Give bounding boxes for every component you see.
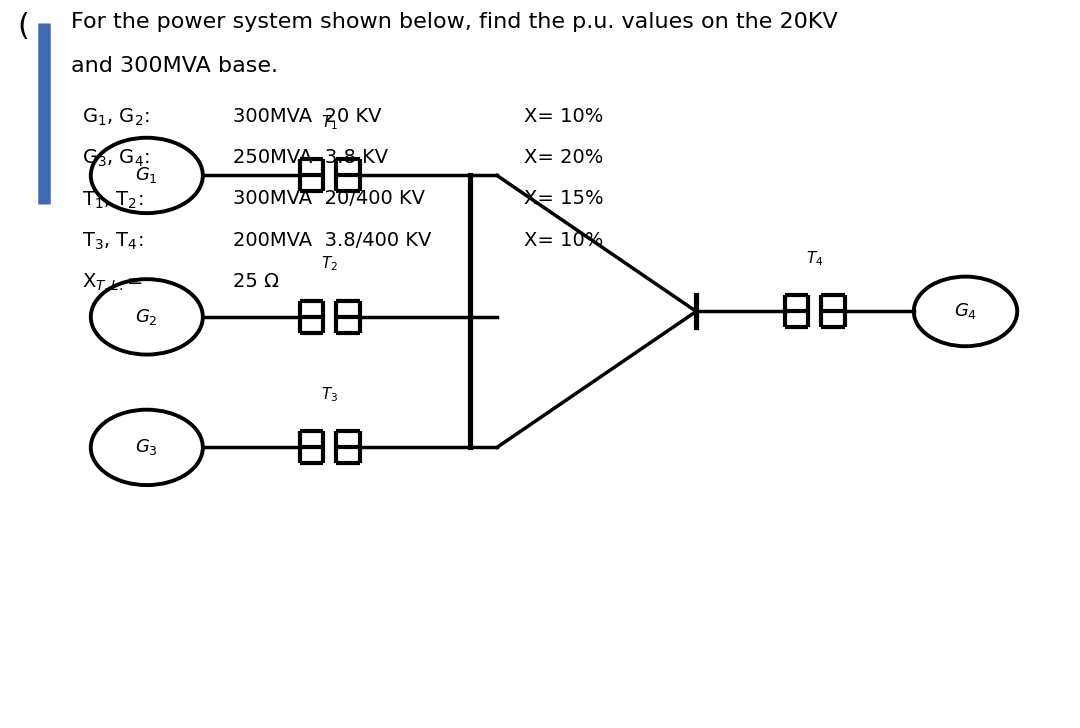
Text: and 300MVA base.: and 300MVA base.: [71, 56, 279, 76]
Text: 250MVA  3.8 KV: 250MVA 3.8 KV: [233, 148, 388, 167]
Text: $T_4$: $T_4$: [806, 249, 823, 268]
Text: G$_1$, G$_2$:: G$_1$, G$_2$:: [82, 106, 150, 128]
Text: 200MVA  3.8/400 KV: 200MVA 3.8/400 KV: [233, 231, 431, 250]
Text: $G_2$: $G_2$: [135, 307, 158, 327]
Text: G$_3$, G$_4$:: G$_3$, G$_4$:: [82, 148, 150, 169]
Text: $G_1$: $G_1$: [135, 165, 159, 186]
Text: $T_3$: $T_3$: [322, 385, 338, 404]
Text: $G_4$: $G_4$: [954, 301, 977, 322]
Text: X= 10%: X= 10%: [524, 106, 604, 125]
Text: X= 15%: X= 15%: [524, 189, 604, 208]
Text: X$_{T.L.}$=: X$_{T.L.}$=: [82, 272, 143, 293]
Text: 25 Ω: 25 Ω: [233, 272, 279, 291]
Text: X= 10%: X= 10%: [524, 231, 604, 250]
Text: X= 20%: X= 20%: [524, 148, 604, 167]
Text: (: (: [17, 12, 29, 41]
Text: T$_1$, T$_2$:: T$_1$, T$_2$:: [82, 189, 144, 210]
Text: For the power system shown below, find the p.u. values on the 20KV: For the power system shown below, find t…: [71, 12, 838, 32]
Text: $T_2$: $T_2$: [322, 255, 338, 273]
Text: $G_3$: $G_3$: [135, 438, 159, 457]
Text: $T_1$: $T_1$: [322, 114, 338, 132]
Text: 300MVA  20/400 KV: 300MVA 20/400 KV: [233, 189, 426, 208]
Text: T$_3$, T$_4$:: T$_3$, T$_4$:: [82, 231, 144, 252]
Text: 300MVA  20 KV: 300MVA 20 KV: [233, 106, 381, 125]
